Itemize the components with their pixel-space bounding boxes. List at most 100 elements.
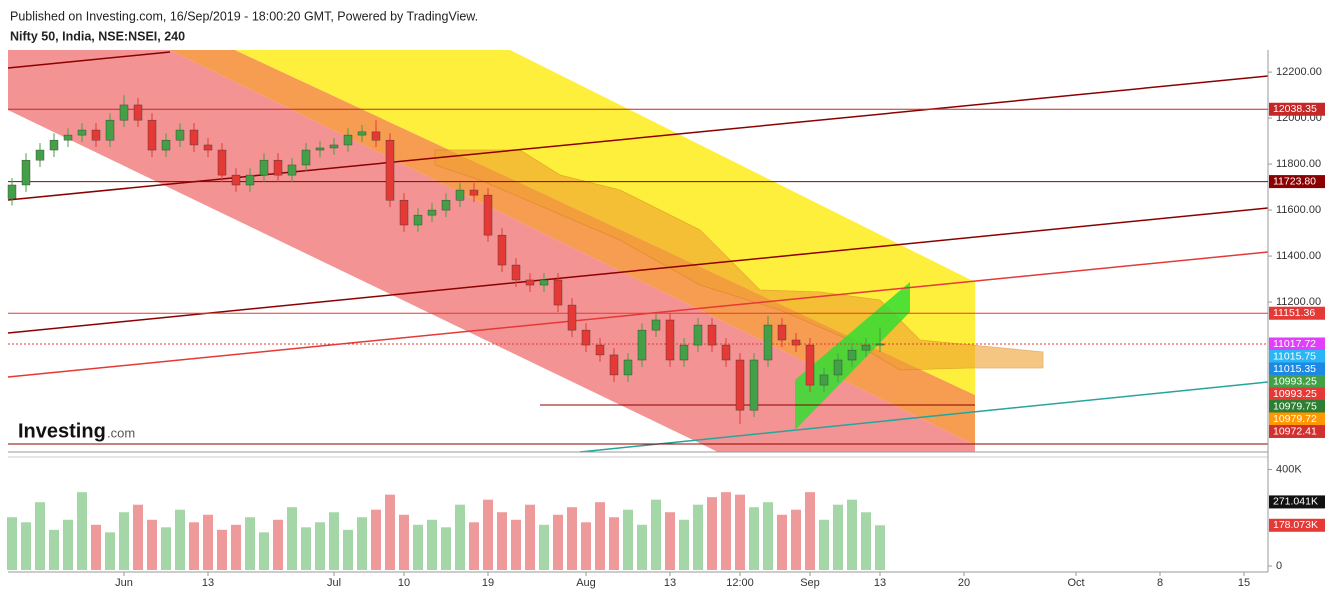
volume-bar bbox=[203, 514, 213, 570]
candle-body bbox=[427, 209, 437, 216]
candle-body bbox=[189, 129, 199, 146]
price-tag bbox=[1269, 387, 1325, 401]
price-tag-label: 10993.25 bbox=[1273, 388, 1317, 400]
x-tick-label: Oct bbox=[1067, 577, 1084, 589]
price-tag-label: 11151.36 bbox=[1273, 307, 1315, 319]
candle-body bbox=[595, 344, 605, 356]
candle-body bbox=[441, 199, 451, 211]
volume-bar bbox=[91, 524, 101, 570]
candle-body bbox=[329, 144, 339, 149]
candle-body bbox=[77, 129, 87, 136]
volume-bar bbox=[77, 492, 87, 570]
volume-bar bbox=[245, 517, 255, 570]
x-tick-label: 20 bbox=[958, 577, 970, 589]
volume-tag-label: 178.073K bbox=[1273, 519, 1318, 531]
logo-suffix: .com bbox=[107, 425, 135, 440]
price-tag bbox=[1269, 337, 1325, 351]
candle-body bbox=[819, 374, 829, 386]
y-tick-label: 11800.00 bbox=[1276, 158, 1321, 170]
candle-body bbox=[231, 174, 241, 186]
candle-body bbox=[497, 234, 507, 266]
candle-body bbox=[763, 324, 773, 361]
candle-body bbox=[119, 104, 129, 121]
price-tag-label: 11017.72 bbox=[1273, 338, 1316, 350]
price-tag bbox=[1269, 306, 1325, 320]
candle-body bbox=[735, 359, 745, 411]
volume-bar bbox=[413, 524, 423, 570]
volume-tag-label: 271.041K bbox=[1273, 496, 1318, 508]
volume-bar bbox=[469, 522, 479, 570]
candle-body bbox=[357, 131, 367, 136]
candle-body bbox=[175, 129, 185, 141]
x-tick-label: Jun bbox=[115, 577, 133, 589]
candle-body bbox=[287, 164, 297, 176]
candle-body bbox=[63, 134, 73, 141]
volume-bar bbox=[735, 494, 745, 570]
price-tag-label: 10993.25 bbox=[1273, 375, 1317, 387]
x-tick-label: 8 bbox=[1157, 577, 1163, 589]
chart-subtitle: Nifty 50, India, NSE:NSEI, 240 bbox=[10, 29, 185, 43]
volume-bar bbox=[273, 519, 283, 570]
trend-line bbox=[579, 381, 1269, 453]
candle-body bbox=[539, 279, 549, 286]
volume-bar bbox=[483, 499, 493, 570]
candle-body bbox=[777, 324, 787, 341]
candle-body bbox=[567, 304, 577, 331]
candle-body bbox=[707, 324, 717, 346]
volume-bar bbox=[861, 512, 871, 570]
candle-body bbox=[455, 189, 465, 201]
volume-bar bbox=[7, 517, 17, 570]
volume-bar bbox=[609, 517, 619, 570]
candle-body bbox=[721, 344, 731, 361]
chart-title: Published on Investing.com, 16/Sep/2019 … bbox=[10, 9, 478, 23]
x-tick-label: Jul bbox=[327, 577, 341, 589]
x-tick-label: 15 bbox=[1238, 577, 1250, 589]
volume-bar bbox=[385, 494, 395, 570]
price-tag bbox=[1269, 349, 1325, 363]
price-tag bbox=[1269, 362, 1325, 376]
volume-bar bbox=[777, 514, 787, 570]
candle-body bbox=[581, 329, 591, 346]
volume-tick-label: 0 bbox=[1276, 560, 1282, 572]
candle-body bbox=[91, 129, 101, 141]
candle-body bbox=[553, 279, 563, 306]
volume-bar bbox=[315, 522, 325, 570]
volume-bar bbox=[763, 502, 773, 570]
candle-body bbox=[413, 214, 423, 226]
candle-body bbox=[7, 184, 17, 199]
volume-bar bbox=[63, 519, 73, 570]
volume-bar bbox=[35, 502, 45, 570]
volume-bar bbox=[553, 514, 563, 570]
y-tick-label: 11400.00 bbox=[1276, 250, 1321, 262]
candle-body bbox=[651, 319, 661, 331]
y-tick-label: 12200.00 bbox=[1276, 66, 1322, 78]
volume-tag bbox=[1269, 518, 1325, 532]
volume-bar bbox=[371, 509, 381, 570]
volume-bar bbox=[231, 524, 241, 570]
price-tag-label: 11015.75 bbox=[1273, 350, 1316, 362]
price-tag bbox=[1269, 399, 1325, 413]
volume-bar bbox=[595, 502, 605, 570]
drawings bbox=[7, 50, 1269, 453]
volume-bar bbox=[567, 507, 577, 570]
volume-tick-label: 400K bbox=[1276, 463, 1302, 475]
price-tag bbox=[1269, 102, 1325, 116]
candle-body bbox=[161, 139, 171, 151]
x-tick-label: 13 bbox=[664, 577, 676, 589]
volume-bar bbox=[651, 499, 661, 570]
volume-bar bbox=[287, 507, 297, 570]
volume-tag bbox=[1269, 495, 1325, 509]
candle-body bbox=[623, 359, 633, 376]
volume-bar bbox=[665, 512, 675, 570]
candle-body bbox=[371, 131, 381, 141]
candle-body bbox=[469, 189, 479, 196]
candle-body bbox=[35, 149, 45, 161]
volume-bar bbox=[301, 527, 311, 570]
candle-body bbox=[203, 144, 213, 151]
volume-bar bbox=[329, 512, 339, 570]
price-tag bbox=[1269, 412, 1325, 426]
volume-bar bbox=[707, 497, 717, 570]
candle-body bbox=[385, 139, 395, 201]
y-tick-label: 11600.00 bbox=[1276, 204, 1321, 216]
volume-bar bbox=[357, 517, 367, 570]
